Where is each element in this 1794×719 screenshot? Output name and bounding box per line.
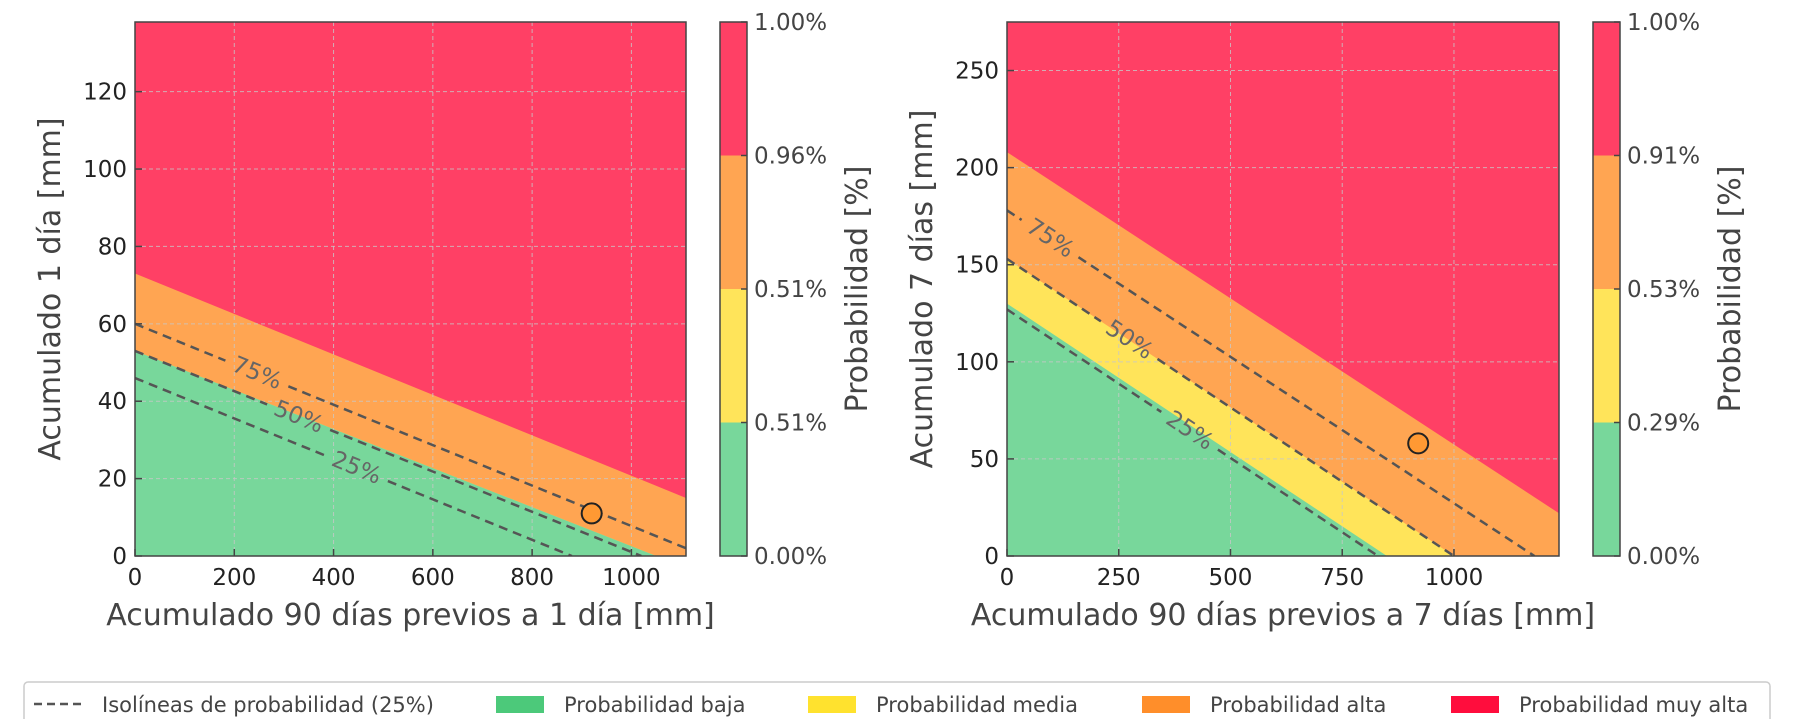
colorbar-tick-label: 1.00% xyxy=(1627,10,1700,36)
legend-items: Isolíneas de probabilidad (25%) Probabili… xyxy=(34,693,1748,717)
legend-color-swatch xyxy=(1142,696,1190,713)
colorbar-band xyxy=(1593,22,1620,156)
x-axis-label: Acumulado 90 días previos a 7 días [mm] xyxy=(971,598,1595,633)
colorbar-band xyxy=(720,422,747,556)
isoline xyxy=(135,322,226,362)
x-tick-label: 250 xyxy=(1097,565,1141,591)
legend-color-swatch xyxy=(808,696,856,713)
x-tick-label: 200 xyxy=(212,565,256,591)
y-tick-label: 50 xyxy=(970,447,999,473)
colorbar-tick-label: 0.51% xyxy=(754,411,827,437)
x-tick-label: 1000 xyxy=(1425,565,1484,591)
legend-label: Probabilidad baja xyxy=(564,693,745,717)
legend-item: Probabilidad alta xyxy=(1142,693,1386,717)
colorbar-band xyxy=(720,155,747,289)
y-tick-label: 60 xyxy=(98,312,127,338)
legend-label: Probabilidad media xyxy=(876,693,1078,717)
isoline xyxy=(387,479,573,556)
legend-frame xyxy=(23,681,1771,719)
legend-label: Isolíneas de probabilidad (25%) xyxy=(102,693,434,717)
y-tick-label: 150 xyxy=(955,253,999,279)
plot-area: 25%50%75% xyxy=(135,22,686,556)
y-tick-label: 40 xyxy=(98,389,127,415)
isoline xyxy=(135,376,326,457)
current-point-marker xyxy=(580,502,603,525)
chart-1d: 25%50%75% 0 200 400 600 800 1000 0 20 40 60 80 100 12… xyxy=(33,10,875,633)
x-tick-label: 750 xyxy=(1320,565,1364,591)
grid xyxy=(135,22,686,556)
colorbar-tick-label: 1.00% xyxy=(754,10,827,36)
x-tick-label: 400 xyxy=(312,565,356,591)
colorbar-band xyxy=(720,22,747,156)
isoline xyxy=(1007,209,1023,221)
y-axis-label: Acumulado 1 día [mm] xyxy=(33,117,68,460)
y-tick-label: 250 xyxy=(955,59,999,85)
colorbar-band xyxy=(1593,155,1620,289)
region-probabilidad-baja xyxy=(135,350,686,556)
y-tick-label: 80 xyxy=(98,234,127,260)
y-axis-label: Acumulado 7 días [mm] xyxy=(905,110,940,469)
colorbar-tick-label: 0.91% xyxy=(1627,144,1700,170)
colorbar-band xyxy=(1593,289,1620,423)
isoline xyxy=(1217,448,1379,556)
plot-frame xyxy=(134,21,687,557)
x-tick-label: 800 xyxy=(510,565,554,591)
colorbar-tick-label: 0.96% xyxy=(754,144,827,170)
current-point-marker xyxy=(1407,432,1430,455)
legend: Isolíneas de probabilidad (25%) Probabili… xyxy=(23,681,1771,719)
chart-7d: 25%50%75% 0 250 500 750 1000 0 50 100 150 200 250 Ac… xyxy=(905,10,1748,633)
legend-item: Isolíneas de probabilidad (25%) xyxy=(34,693,434,717)
region-probabilidad-baja xyxy=(1007,303,1559,556)
x-tick-label: 0 xyxy=(128,565,143,591)
legend-color-swatch xyxy=(1451,696,1499,713)
legend-color-swatch xyxy=(496,696,544,713)
y-tick-label: 20 xyxy=(98,467,127,493)
y-tick-label: 100 xyxy=(955,350,999,376)
x-axis-label: Acumulado 90 días previos a 1 día [mm] xyxy=(106,598,715,633)
y-tick-label: 0 xyxy=(984,544,999,570)
colorbar-label: Probabilidad [%] xyxy=(840,166,875,413)
x-tick-label: 1000 xyxy=(602,565,661,591)
x-tick-label: 0 xyxy=(1000,565,1015,591)
x-tick-label: 600 xyxy=(411,565,455,591)
colorbar-band xyxy=(720,289,747,423)
plot-frame xyxy=(1006,21,1560,557)
isoline xyxy=(1077,256,1536,556)
isoline xyxy=(287,385,686,550)
isoline xyxy=(1007,257,1102,323)
plot-area: 25%50%75% xyxy=(1007,22,1559,556)
isoline xyxy=(1007,308,1162,413)
colorbar-tick-label: 0.29% xyxy=(1627,411,1700,437)
isoline xyxy=(329,428,642,556)
y-tick-label: 100 xyxy=(83,157,127,183)
legend-item: Probabilidad muy alta xyxy=(1451,693,1748,717)
y-tick-label: 0 xyxy=(112,544,127,570)
colorbar-band xyxy=(1593,422,1620,556)
isoline xyxy=(135,349,268,406)
colorbar-tick-label: 0.51% xyxy=(754,277,827,303)
colorbar: 1.00% 0.91% 0.53% 0.29% 0.00% Probabilidad [%… xyxy=(1592,10,1748,570)
y-tick-label: 120 xyxy=(83,80,127,106)
x-tick-label: 500 xyxy=(1209,565,1253,591)
legend-label: Probabilidad muy alta xyxy=(1519,693,1748,717)
colorbar-tick-label: 0.00% xyxy=(754,544,827,570)
grid xyxy=(1007,22,1559,556)
legend-item: Probabilidad media xyxy=(808,693,1078,717)
colorbar-tick-label: 0.00% xyxy=(1627,544,1700,570)
legend-item: Probabilidad baja xyxy=(496,693,745,717)
legend-label: Probabilidad alta xyxy=(1210,693,1386,717)
y-tick-label: 200 xyxy=(955,156,999,182)
colorbar-tick-label: 0.53% xyxy=(1627,277,1700,303)
colorbar-label: Probabilidad [%] xyxy=(1713,166,1748,413)
colorbar: 1.00% 0.96% 0.51% 0.51% 0.00% Probabilidad [%… xyxy=(719,10,875,570)
